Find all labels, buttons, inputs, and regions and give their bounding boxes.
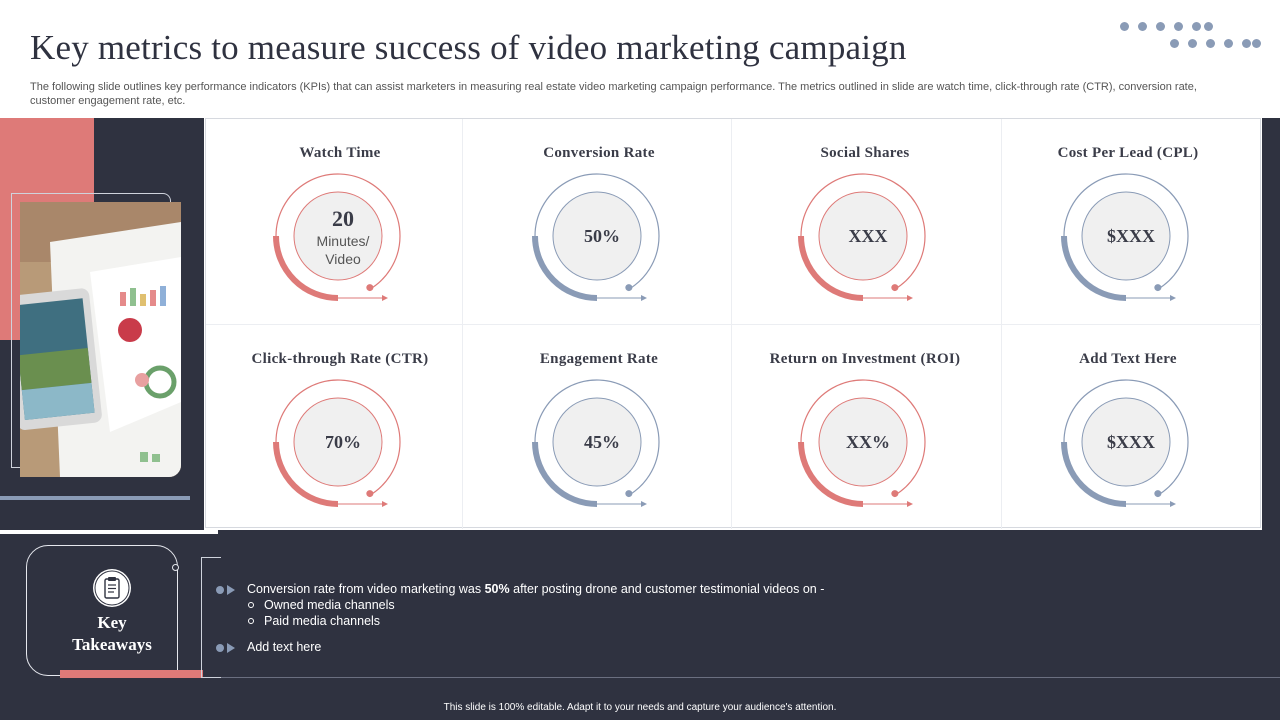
band-notch: [0, 530, 218, 534]
metric-gauge: 50%: [527, 171, 677, 311]
metric-label: Cost Per Lead (CPL): [1057, 145, 1199, 161]
metric-card-conversion-rate: Conversion Rate 50%: [467, 119, 731, 324]
metric-card-social-shares: Social Shares XXX: [733, 119, 997, 324]
metric-value: 20: [332, 206, 354, 231]
bullet-text: Conversion rate from video marketing was…: [247, 582, 825, 596]
bullets-bracket: [201, 557, 221, 678]
clipboard-icon: [93, 569, 131, 607]
metric-label: Engagement Rate: [539, 351, 659, 367]
metric-gauge: 20 Minutes/ Video: [268, 171, 418, 311]
gauge-outer-ring: [800, 379, 926, 497]
takeaway-bullet-1: Conversion rate from video marketing was…: [214, 582, 824, 596]
metric-value-unit: Video: [325, 251, 361, 267]
metric-gauge: 70%: [268, 377, 418, 517]
takeaways-band: [0, 530, 1280, 720]
frame-dot: [172, 564, 179, 571]
gauge-arrow-head: [382, 501, 388, 507]
metric-label: Return on Investment (ROI): [769, 351, 961, 367]
gauge-accent-arc: [532, 235, 598, 301]
footer-note: This slide is 100% editable. Adapt it to…: [443, 702, 837, 713]
metric-label: Conversion Rate: [543, 145, 655, 161]
metric-label: Click-through Rate (CTR): [251, 351, 429, 367]
metric-card-roi: Return on Investment (ROI) XX%: [733, 325, 997, 530]
gauge-outer-ring: [534, 379, 660, 497]
metric-label: Social Shares: [820, 145, 910, 161]
gauge-inner-circle: [1081, 191, 1171, 281]
metric-value: $XXX: [1107, 226, 1155, 246]
gauge-arrow-head: [1170, 501, 1176, 507]
gauge-arrow-head: [382, 295, 388, 301]
gauge-accent-arc: [273, 441, 339, 507]
bullet-arrow-icon: [214, 641, 236, 653]
metric-gauge: XX%: [793, 377, 943, 517]
gauge-dot: [1154, 490, 1162, 498]
gauge-arrow-head: [907, 295, 913, 301]
metric-gauge: XXX: [793, 171, 943, 311]
metric-label: Add Text Here: [1079, 351, 1177, 367]
metric-value: XX%: [846, 432, 890, 452]
metric-value: 70%: [325, 432, 361, 452]
gauge-outer-ring: [275, 173, 401, 291]
gauge-dot: [625, 284, 633, 292]
gauge-accent-arc: [532, 441, 598, 507]
metric-value: 45%: [584, 432, 620, 452]
gauge-inner-circle: [1081, 397, 1171, 487]
gauge-dot: [366, 284, 374, 292]
gauge-inner-circle: [818, 397, 908, 487]
takeaway-bullet-2: Add text here: [214, 640, 321, 654]
gauge-accent-arc: [273, 235, 339, 301]
gauge-outer-ring: [800, 173, 926, 291]
gauge-outer-ring: [1063, 173, 1189, 291]
gauge-inner-circle: [818, 191, 908, 281]
metric-card-click-through-rate: Click-through Rate (CTR) 70%: [208, 325, 472, 530]
takeaways-pink-bar: [60, 670, 203, 678]
metrics-grid: Watch Time 20 Minutes/ Video Conversion …: [205, 118, 1262, 530]
gauge-inner-circle: [552, 191, 642, 281]
metric-card-engagement-rate: Engagement Rate 45%: [467, 325, 731, 530]
metric-gauge: 45%: [527, 377, 677, 517]
right-dark-strip: [1262, 118, 1280, 530]
gauge-accent-arc: [798, 235, 864, 301]
blue-accent-line: [0, 496, 190, 500]
gauge-arrow-head: [641, 501, 647, 507]
gauge-outer-ring: [275, 379, 401, 497]
takeaways-title: Key Takeaways: [72, 613, 152, 654]
gauge-dot: [891, 490, 899, 498]
page-subtitle: The following slide outlines key perform…: [30, 81, 1197, 107]
gauge-arrow-head: [641, 295, 647, 301]
gauge-arrow-head: [1170, 295, 1176, 301]
gauge-dot: [625, 490, 633, 498]
metric-card-watch-time: Watch Time 20 Minutes/ Video: [208, 119, 472, 324]
gauge-dot: [891, 284, 899, 292]
metric-card-add-text: Add Text Here $XXX: [996, 325, 1260, 530]
page-title: Key metrics to measure success of video …: [30, 28, 907, 67]
sub-item-paid-media: Paid media channels: [248, 614, 380, 628]
gauge-arrow-head: [907, 501, 913, 507]
gauge-accent-arc: [798, 441, 864, 507]
metric-label: Watch Time: [299, 145, 381, 161]
bullet-text: Add text here: [247, 640, 322, 654]
metric-value-unit: Minutes/: [316, 233, 370, 249]
metric-gauge: $XXX: [1056, 171, 1206, 311]
takeaways-frame: [26, 545, 178, 676]
bullet-arrow-icon: [214, 583, 236, 595]
gauge-dot: [366, 490, 374, 498]
gauge-dot: [1154, 284, 1162, 292]
metric-value: 50%: [584, 226, 620, 246]
bottom-rule: [221, 677, 1280, 678]
gauge-outer-ring: [1063, 379, 1189, 497]
gauge-accent-arc: [1061, 441, 1127, 507]
metric-card-cost-per-lead: Cost Per Lead (CPL) $XXX: [996, 119, 1260, 324]
gauge-outer-ring: [534, 173, 660, 291]
sub-item-owned-media: Owned media channels: [248, 598, 395, 612]
analytics-photo: [20, 202, 181, 477]
metric-gauge: $XXX: [1056, 377, 1206, 517]
metric-value: $XXX: [1107, 432, 1155, 452]
metric-value: XXX: [848, 226, 888, 246]
gauge-inner-circle: [552, 397, 642, 487]
gauge-inner-circle: [293, 397, 383, 487]
gauge-inner-circle: [293, 191, 383, 281]
gauge-accent-arc: [1061, 235, 1127, 301]
